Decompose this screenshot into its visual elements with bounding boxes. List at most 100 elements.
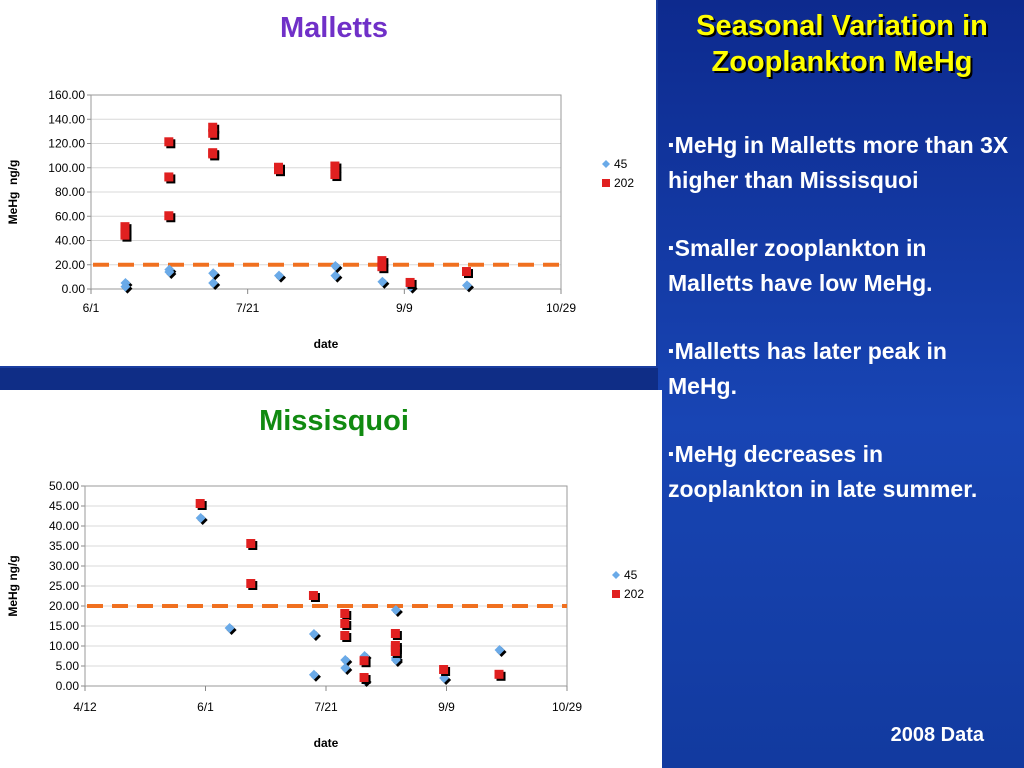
data-point-45 xyxy=(274,270,284,281)
x-tick-label: 7/21 xyxy=(314,700,338,714)
y-tick-label: 140.00 xyxy=(48,112,85,126)
bullet-text: Malletts has later peak in MeHg. xyxy=(668,338,947,399)
data-point-202 xyxy=(494,669,504,679)
y-tick-label: 60.00 xyxy=(55,209,85,223)
missisquoi-chart: Missisquoi 0.00 5.00 10.00 15.00 20.00 25.00 30… xyxy=(6,405,644,750)
slide-title: Seasonal Variation in Zooplankton MeHg xyxy=(696,10,988,78)
data-point-45 xyxy=(390,605,401,615)
missisquoi-chart-area: Missisquoi 0.00 5.00 10.00 15.00 20.00 25.00 30… xyxy=(0,390,662,768)
data-point-202 xyxy=(246,539,256,548)
data-point-45 xyxy=(195,513,206,523)
x-tick-label: 9/9 xyxy=(396,301,413,315)
y-tick-label: 20.00 xyxy=(49,599,79,613)
data-point-202 xyxy=(120,230,130,240)
y-tick-label: 50.00 xyxy=(49,479,79,493)
bullet-marker: ▪ xyxy=(668,343,674,360)
y-tick-label: 100.00 xyxy=(48,161,85,175)
data-point-202 xyxy=(359,673,369,682)
data-point-202 xyxy=(164,172,174,182)
data-point-45 xyxy=(208,268,219,279)
data-point-45 xyxy=(120,281,131,292)
x-tick-label: 6/1 xyxy=(83,301,100,315)
data-point-202 xyxy=(308,591,318,600)
legend-label: 202 xyxy=(614,176,634,190)
data-point-202 xyxy=(462,267,471,277)
data-point-45 xyxy=(330,260,341,271)
y-tick-label: 35.00 xyxy=(49,539,79,553)
data-point-45 xyxy=(308,669,319,680)
bullet-item: ▪Smaller zooplankton in Malletts have lo… xyxy=(668,231,1018,300)
bullet-item: ▪MeHg decreases in zooplankton in late s… xyxy=(668,437,1018,506)
data-point-202 xyxy=(377,256,387,266)
data-point-45 xyxy=(494,645,505,655)
data-point-202 xyxy=(340,631,350,640)
legend-label: 202 xyxy=(624,587,644,601)
data-point-45 xyxy=(330,270,341,281)
data-year-note: 2008 Data xyxy=(890,724,984,746)
bullet-item: ▪MeHg in Malletts more than 3X higher th… xyxy=(668,128,1018,197)
plot-frame xyxy=(90,94,562,290)
y-tick-label: 120.00 xyxy=(48,137,85,151)
y-tick-label: 40.00 xyxy=(55,234,85,248)
legend-marker-202 xyxy=(602,179,610,187)
x-axis-label: date xyxy=(314,736,339,750)
bullet-marker: ▪ xyxy=(668,137,674,154)
legend-marker-45 xyxy=(602,160,610,168)
y-axis-label: MeHg ng/g xyxy=(6,555,20,616)
x-tick-label: 7/21 xyxy=(236,301,260,315)
data-point-202 xyxy=(340,609,350,618)
data-point-202 xyxy=(330,161,340,171)
legend-label: 45 xyxy=(614,157,628,171)
bullet-text: MeHg in Malletts more than 3X higher tha… xyxy=(668,132,1009,193)
y-axis-label: MeHg ng/g xyxy=(6,160,20,225)
legend-marker-45 xyxy=(612,571,620,579)
text-panel xyxy=(658,0,1024,768)
y-tick-label: 20.00 xyxy=(55,258,85,272)
chart-title: Missisquoi xyxy=(259,405,409,437)
data-point-202 xyxy=(246,579,256,588)
data-point-45 xyxy=(308,629,319,639)
y-tick-label: 25.00 xyxy=(49,579,79,593)
bullet-marker: ▪ xyxy=(668,240,674,257)
bullet-marker: ▪ xyxy=(668,446,674,463)
x-tick-label: 10/29 xyxy=(546,301,576,315)
legend-label: 45 xyxy=(624,568,638,582)
data-point-45 xyxy=(340,655,351,665)
data-point-202 xyxy=(208,128,218,138)
data-point-45 xyxy=(164,267,175,278)
data-point-45 xyxy=(377,276,388,287)
data-point-202 xyxy=(390,647,400,656)
data-point-202 xyxy=(330,170,340,180)
data-point-202 xyxy=(164,137,174,147)
y-tick-label: 40.00 xyxy=(49,519,79,533)
data-point-202 xyxy=(439,665,449,674)
data-point-202 xyxy=(195,499,205,508)
x-axis-label: date xyxy=(314,337,339,351)
data-point-202 xyxy=(208,122,218,132)
bullet-list: ▪MeHg in Malletts more than 3X higher th… xyxy=(668,128,1018,540)
data-point-202 xyxy=(208,149,218,159)
data-point-202 xyxy=(274,165,283,175)
malletts-chart-area: Malletts 0.00 20.00 40.00 60.00 80.00 100.00 12… xyxy=(0,0,656,366)
y-tick-label: 45.00 xyxy=(49,499,79,513)
data-point-202 xyxy=(340,619,350,628)
y-tick-label: 10.00 xyxy=(49,639,79,653)
bullet-text: Smaller zooplankton in Malletts have low… xyxy=(668,235,933,296)
y-tick-label: 15.00 xyxy=(49,619,79,633)
y-tick-label: 80.00 xyxy=(55,185,85,199)
x-tick-label: 10/29 xyxy=(552,700,582,714)
malletts-chart: Malletts 0.00 20.00 40.00 60.00 80.00 100.00 12… xyxy=(6,12,634,351)
bullet-text: MeHg decreases in zooplankton in late su… xyxy=(668,441,978,502)
data-point-202 xyxy=(359,656,369,666)
x-tick-label: 9/9 xyxy=(438,700,455,714)
data-point-202 xyxy=(164,211,174,221)
data-point-202 xyxy=(377,262,387,272)
data-point-45 xyxy=(208,277,219,288)
legend-marker-202 xyxy=(612,590,620,598)
y-tick-label: 0.00 xyxy=(62,282,86,296)
data-point-202 xyxy=(405,277,415,287)
data-point-202 xyxy=(390,629,400,638)
x-tick-label: 6/1 xyxy=(197,700,214,714)
y-tick-label: 0.00 xyxy=(56,679,80,693)
data-point-202 xyxy=(120,222,130,232)
